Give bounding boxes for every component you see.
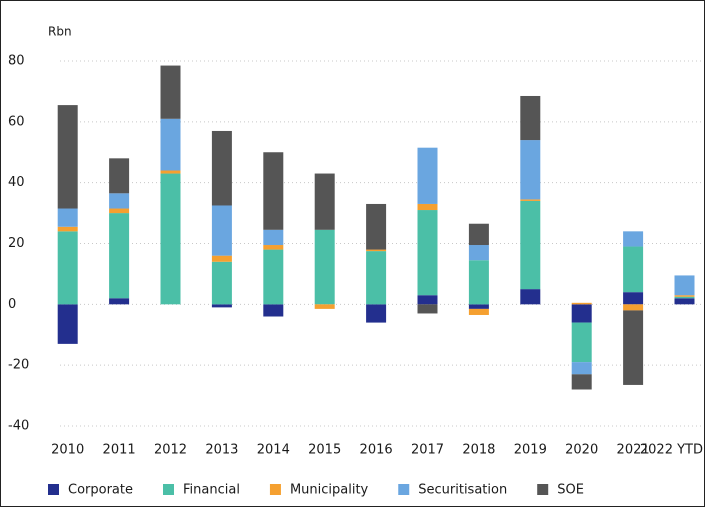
bar-segment xyxy=(468,223,489,246)
x-tick-label: 2019 xyxy=(514,443,547,458)
y-tick-label: 80 xyxy=(8,54,25,69)
legend-swatch xyxy=(537,484,549,495)
bar-segment xyxy=(109,213,130,299)
bar-segment xyxy=(417,147,438,204)
bar-segment xyxy=(57,105,78,209)
bar-segment xyxy=(674,296,695,299)
y-tick-label: 40 xyxy=(8,175,25,190)
bar-segment xyxy=(468,260,489,305)
x-tick-label: 2017 xyxy=(411,443,444,458)
bar-segment xyxy=(57,231,78,305)
y-tick-label: -40 xyxy=(8,419,29,434)
bar-segment xyxy=(211,304,232,308)
bar-segment xyxy=(57,226,78,232)
bar-segment xyxy=(417,203,438,211)
bar-segment xyxy=(314,173,335,230)
bar-segment xyxy=(366,249,387,252)
x-tick-label: 2018 xyxy=(462,443,495,458)
legend-swatch xyxy=(398,484,410,495)
x-tick-label: 2014 xyxy=(257,443,290,458)
bar-segment xyxy=(57,208,78,227)
bar-segment xyxy=(520,200,541,290)
legend-label: Securitisation xyxy=(418,483,507,498)
bar-segment xyxy=(109,298,130,305)
x-tick-label: 2010 xyxy=(51,443,84,458)
bar-segment xyxy=(314,304,335,309)
bar-segment xyxy=(109,158,130,194)
x-tick-label: 2016 xyxy=(360,443,393,458)
bar-segment xyxy=(314,229,335,305)
bar-segment xyxy=(623,310,644,385)
legend-swatch xyxy=(163,484,174,495)
x-tick-label: 2022 YTD xyxy=(640,443,703,458)
x-tick-label: 2013 xyxy=(205,443,238,458)
bar-segment xyxy=(417,210,438,296)
bar-segment xyxy=(623,292,644,305)
bar-segment xyxy=(468,308,489,315)
legend-label: SOE xyxy=(557,483,584,498)
legend-label: Financial xyxy=(183,483,240,498)
y-tick-label: 0 xyxy=(8,297,16,312)
bar-segment xyxy=(520,289,541,305)
y-axis-unit: Rbn xyxy=(48,25,72,39)
x-tick-label: 2021 xyxy=(617,443,650,458)
bar-segment xyxy=(674,295,695,297)
bar-segment xyxy=(263,152,284,230)
bar-segment xyxy=(417,295,438,305)
bar-segment xyxy=(571,304,592,323)
bar-segment xyxy=(520,140,541,200)
bar-segment xyxy=(211,205,232,256)
bar-segment xyxy=(160,118,181,171)
bar-segment xyxy=(263,245,284,250)
bar-segment xyxy=(520,95,541,141)
bar-segment xyxy=(160,173,181,305)
bar-segment xyxy=(571,374,592,390)
bar-segment xyxy=(263,249,284,305)
bar-segment xyxy=(211,261,232,305)
bar-segment xyxy=(571,322,592,363)
legend-swatch xyxy=(269,484,281,495)
x-tick-label: 2015 xyxy=(308,443,341,458)
bar-segment xyxy=(366,203,387,250)
bar-segment xyxy=(623,231,644,247)
y-tick-label: 20 xyxy=(8,236,25,251)
x-tick-label: 2011 xyxy=(103,443,136,458)
bar-segment xyxy=(571,302,592,305)
y-tick-label: 60 xyxy=(8,114,25,129)
bar-segment xyxy=(623,246,644,293)
bar-segment xyxy=(417,304,438,314)
bar-segment xyxy=(468,304,489,309)
bar-segment xyxy=(263,304,284,317)
bar-segment xyxy=(211,130,232,206)
x-tick-label: 2012 xyxy=(154,443,187,458)
bar-segment xyxy=(571,362,592,375)
bar-segment xyxy=(468,245,489,261)
bar-segment xyxy=(263,229,284,246)
bar-segment xyxy=(57,304,78,344)
legend-label: Corporate xyxy=(68,483,133,498)
y-tick-label: -20 xyxy=(8,358,29,373)
bar-segment xyxy=(366,251,387,305)
bar-segment xyxy=(623,304,644,311)
bar-segment xyxy=(366,304,387,323)
legend-swatch xyxy=(48,484,59,495)
bar-segment xyxy=(160,170,181,174)
bar-segment xyxy=(520,199,541,201)
bar-segment xyxy=(109,193,130,209)
x-tick-label: 2020 xyxy=(565,443,598,458)
legend-label: Municipality xyxy=(290,483,369,498)
bar-segment xyxy=(211,255,232,262)
bar-segment xyxy=(674,298,695,305)
bar-segment xyxy=(674,275,695,296)
bar-segment xyxy=(160,65,181,119)
bar-segment xyxy=(109,208,130,214)
